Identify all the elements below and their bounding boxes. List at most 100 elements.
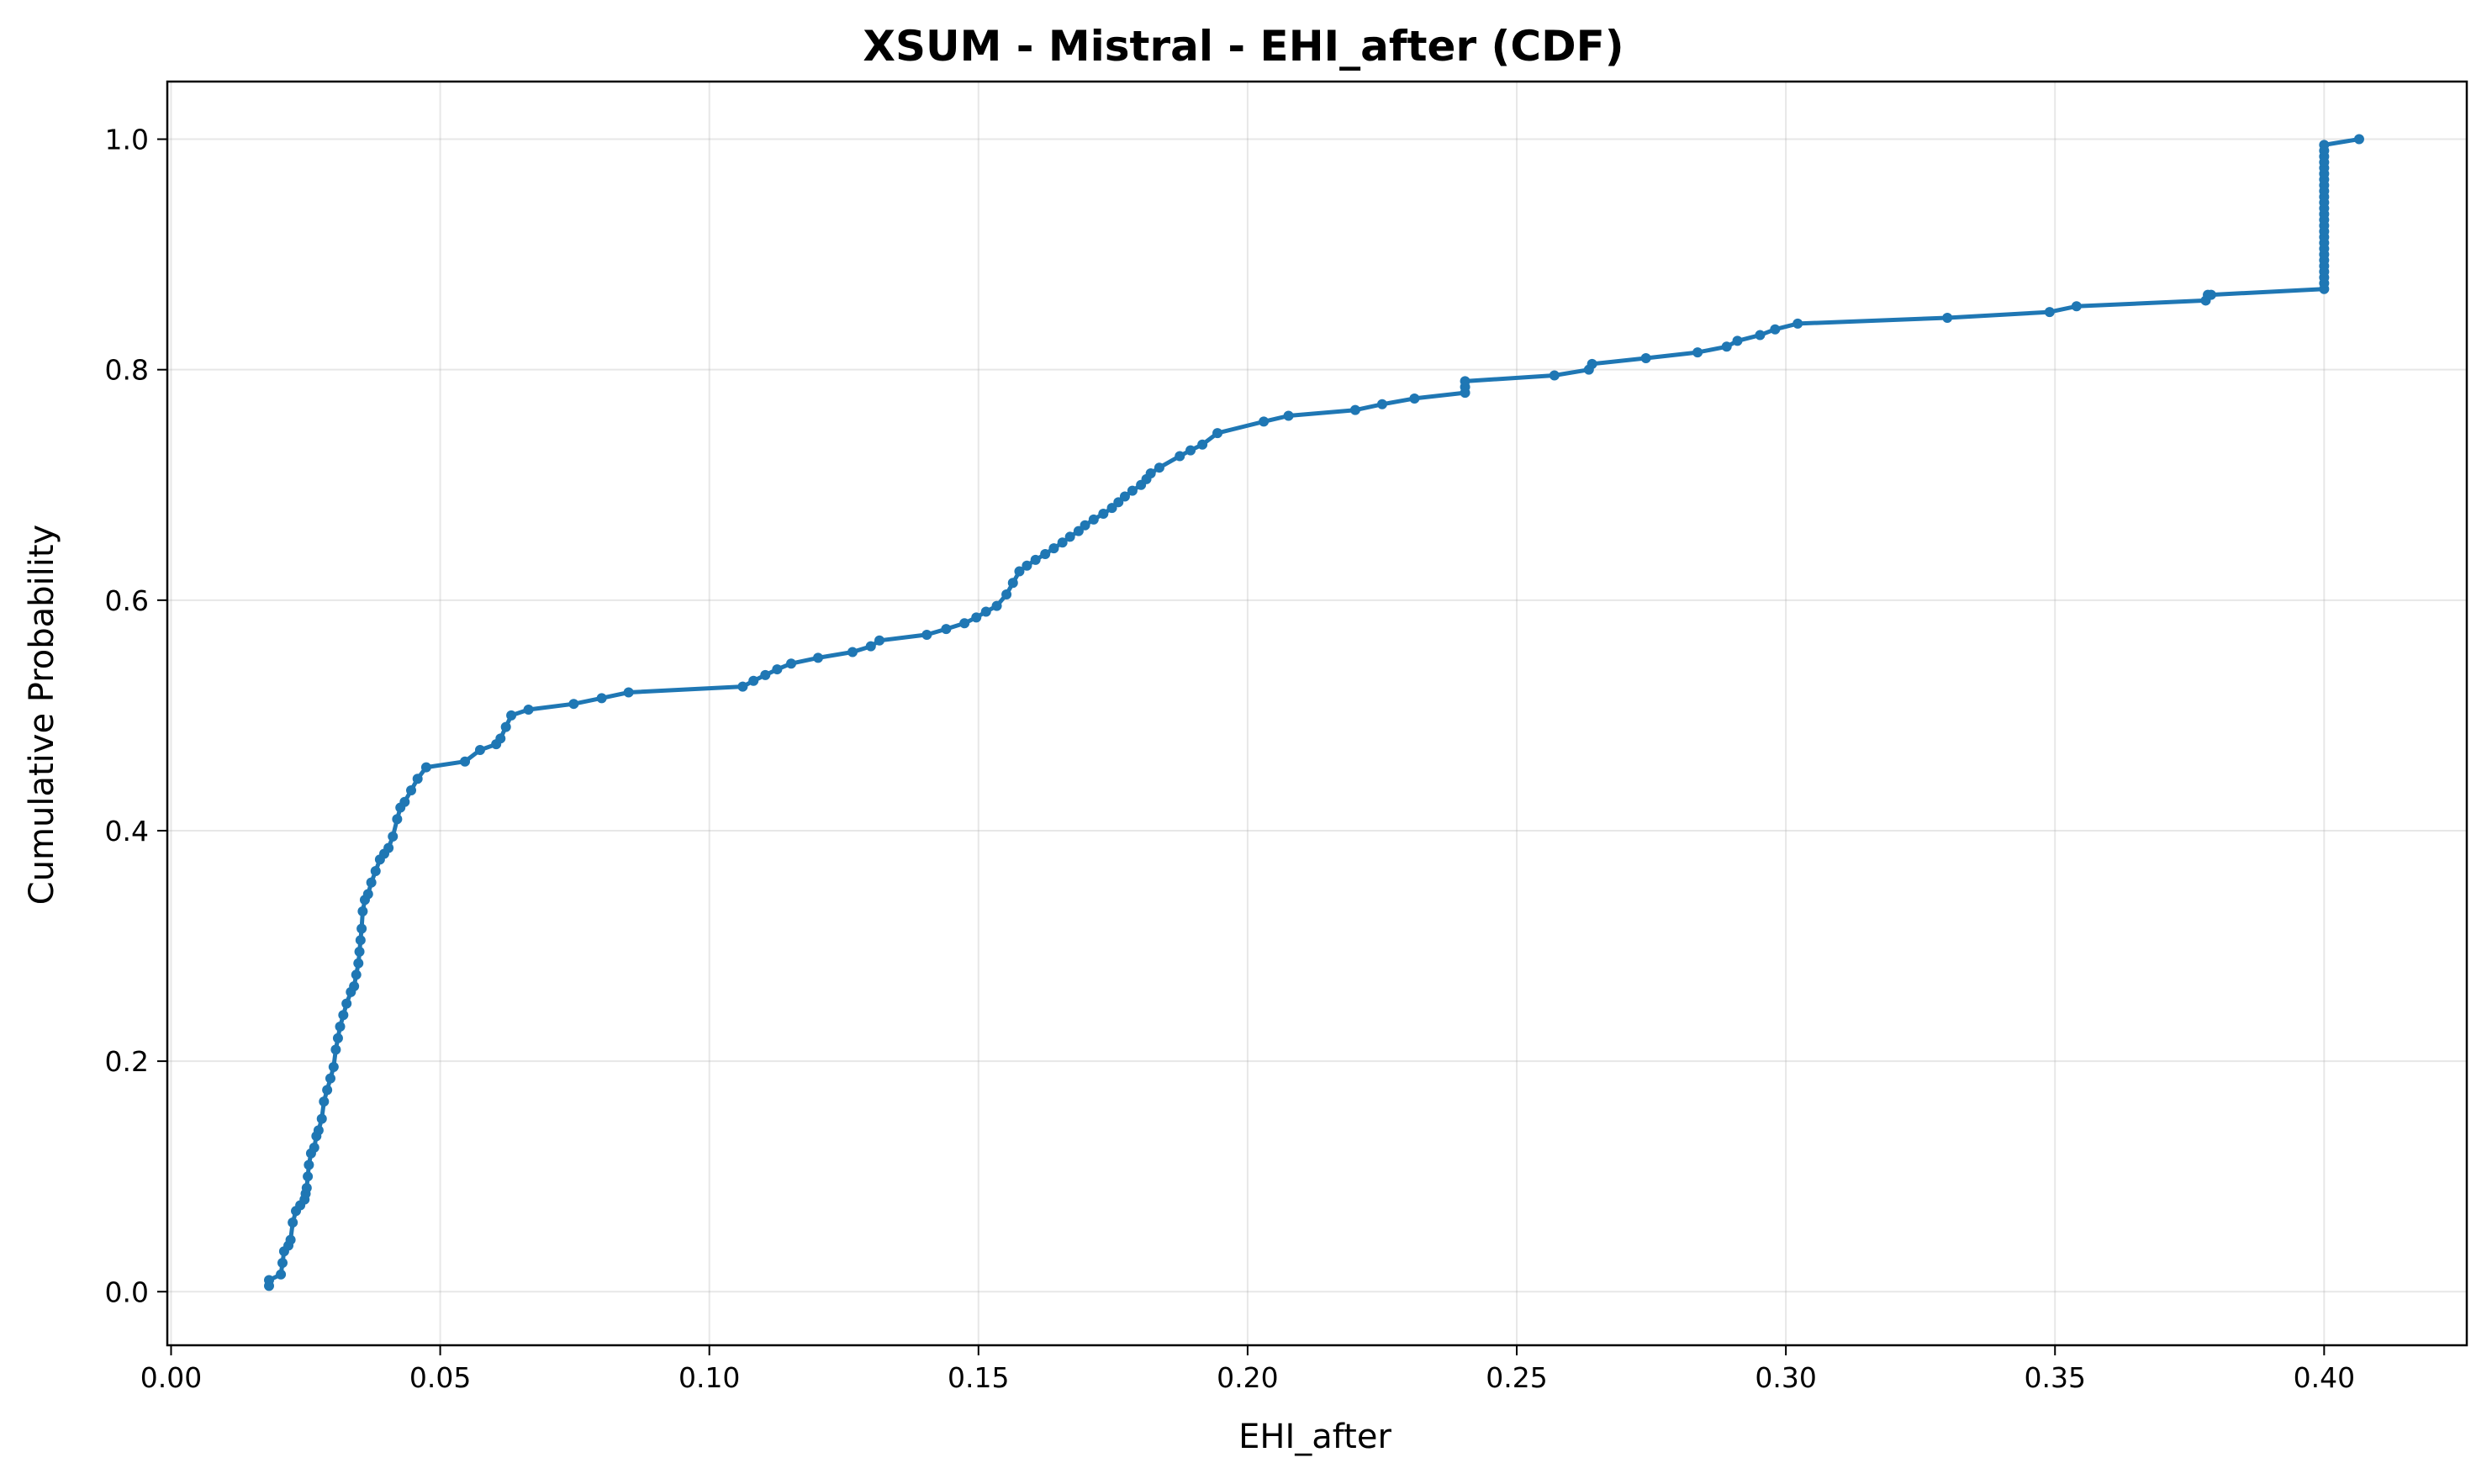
cdf-point (303, 1171, 314, 1182)
cdf-point (523, 705, 534, 716)
cdf-point (568, 699, 579, 710)
cdf-point (1073, 525, 1084, 536)
cdf-point (921, 629, 932, 640)
cdf-point (1692, 347, 1703, 358)
cdf-point (319, 1096, 330, 1107)
cdf-point (1212, 428, 1223, 439)
cdf-point (786, 658, 797, 669)
cdf-point (1080, 520, 1090, 531)
cdf-point (760, 669, 771, 680)
cdf-point (1007, 578, 1018, 589)
cdf-point (276, 1269, 287, 1280)
y-tick-label: 0.2 (105, 1045, 149, 1078)
cdf-point (338, 1010, 349, 1021)
cdf-point (412, 774, 423, 784)
cdf-point (2071, 301, 2082, 312)
chart-title: XSUM - Mistral - EHI_after (CDF) (863, 22, 1623, 71)
grid-lines (167, 82, 2467, 1345)
cdf-point (304, 1159, 314, 1170)
cdf-point (335, 1021, 346, 1032)
cdf-point (388, 831, 399, 842)
cdf-point (301, 1182, 312, 1193)
y-axis-label: Cumulative Probability (23, 525, 61, 905)
cdf-point (1755, 330, 1766, 341)
cdf-point (406, 784, 417, 795)
cdf-point (356, 923, 367, 934)
cdf-point (1001, 589, 1012, 599)
cdf-point (941, 624, 952, 635)
x-axis-label: EHI_after (1238, 1418, 1391, 1456)
cdf-point (1064, 531, 1075, 542)
x-tick-label: 0.20 (1217, 1361, 1278, 1394)
cdf-point (1770, 324, 1781, 335)
x-tick-label: 0.35 (2024, 1361, 2085, 1394)
cdf-point (264, 1275, 275, 1286)
cdf-point (1119, 491, 1130, 502)
cdf-point (1259, 416, 1270, 427)
x-tick-label: 0.15 (948, 1361, 1009, 1394)
cdf-point (813, 652, 824, 663)
cdf-point (2205, 289, 2216, 300)
cdf-point (1145, 468, 1156, 479)
cdf-point (328, 1061, 339, 1072)
cdf-point (288, 1217, 298, 1228)
cdf-point (1057, 537, 1068, 548)
y-tick-label: 0.8 (105, 354, 149, 387)
cdf-point (1197, 439, 1208, 450)
cdf-point (353, 958, 364, 969)
cdf-point (332, 1032, 343, 1043)
cdf-point (383, 842, 394, 853)
cdf-point (1127, 485, 1138, 496)
plot-frame (166, 80, 2468, 1347)
x-tick-label: 0.40 (2294, 1361, 2355, 1394)
cdf-point (1721, 341, 1732, 352)
cdf-point (1030, 554, 1041, 565)
cdf-point (1175, 451, 1185, 462)
cdf-point (1587, 358, 1597, 369)
cdf-point (1349, 404, 1360, 415)
cdf-point (277, 1257, 288, 1268)
x-axis: 0.00 0.05 0.10 0.15 0.20 0.25 0.30 0.35 0.40 (140, 1345, 2355, 1394)
cdf-point (1113, 497, 1124, 508)
cdf-point (737, 681, 748, 692)
cdf-point (1460, 376, 1470, 387)
y-tick-label: 1.0 (105, 124, 149, 156)
cdf-point (2319, 140, 2330, 151)
cdf-point (874, 635, 885, 646)
cdf-point (313, 1125, 324, 1136)
cdf-point (351, 969, 362, 980)
cdf-point (1549, 370, 1560, 381)
cdf-point (1409, 393, 1420, 404)
x-tick-label: 0.25 (1486, 1361, 1547, 1394)
cdf-point (357, 906, 368, 916)
x-tick-label: 0.00 (140, 1361, 202, 1394)
cdf-point (316, 1113, 327, 1124)
cdf-point (1040, 548, 1051, 559)
cdf-point (596, 693, 607, 704)
y-tick-label: 0.4 (105, 815, 149, 848)
cdf-point (2353, 134, 2364, 145)
cdf-point (991, 600, 1002, 611)
cdf-point (959, 618, 970, 629)
cdf-point (2044, 307, 2055, 318)
cdf-point (971, 612, 982, 623)
y-tick-label: 0.0 (105, 1275, 149, 1308)
cdf-point (748, 675, 759, 686)
cdf-point (847, 647, 858, 658)
cdf-point (309, 1142, 319, 1153)
x-tick-label: 0.05 (409, 1361, 471, 1394)
cdf-point (1098, 509, 1109, 520)
cdf-point (460, 756, 471, 767)
cdf-point (474, 745, 485, 756)
x-tick-label: 0.10 (678, 1361, 740, 1394)
cdf-point (355, 935, 366, 946)
cdf-points (264, 134, 2364, 1291)
cdf-point (420, 762, 431, 773)
cdf-point (1732, 335, 1743, 346)
cdf-point (366, 877, 377, 888)
cdf-point (772, 664, 783, 675)
cdf-point (1014, 566, 1025, 577)
x-tick-label: 0.30 (1755, 1361, 1816, 1394)
cdf-point (370, 865, 381, 876)
